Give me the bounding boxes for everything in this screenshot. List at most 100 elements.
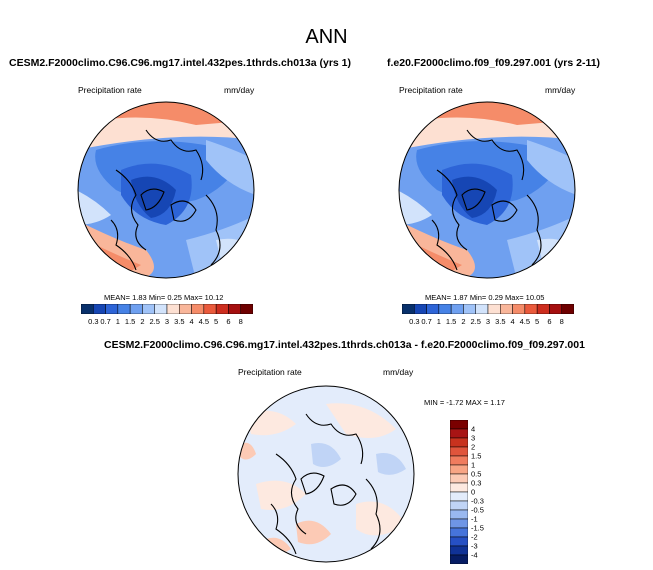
colorbar-tick-label: 1 xyxy=(436,317,441,326)
panel-2-polar-map xyxy=(398,101,576,279)
panel-1-colorbar xyxy=(81,304,253,314)
colorbar-swatch xyxy=(450,500,468,511)
colorbar-tick-label: 4.5 xyxy=(519,317,531,326)
colorbar-tick-label: 3 xyxy=(164,317,170,326)
colorbar-swatch xyxy=(179,304,192,314)
colorbar-swatch xyxy=(81,304,94,314)
colorbar-tick-label: 0.3 xyxy=(471,478,482,488)
panel-1-variable: Precipitation rate xyxy=(78,85,142,95)
colorbar-swatch xyxy=(117,304,131,314)
colorbar-swatch xyxy=(166,304,180,314)
colorbar-swatch xyxy=(450,482,468,493)
colorbar-swatch xyxy=(450,304,464,314)
colorbar-tick-label: -3 xyxy=(471,541,478,551)
colorbar-swatch xyxy=(240,304,253,314)
colorbar-tick-label: -2 xyxy=(471,532,478,542)
colorbar-swatch xyxy=(450,545,468,556)
colorbar-swatch xyxy=(450,491,468,502)
colorbar-swatch xyxy=(450,473,468,484)
colorbar-tick-label: 4.5 xyxy=(198,317,210,326)
colorbar-swatch xyxy=(561,304,574,314)
colorbar-swatch xyxy=(463,304,476,314)
panel-1-title: CESM2.F2000climo.C96.C96.mg17.intel.432p… xyxy=(9,57,351,69)
colorbar-tick-label: 2.5 xyxy=(149,317,160,326)
colorbar-swatch xyxy=(203,304,217,314)
colorbar-tick-label: 1.5 xyxy=(471,451,482,461)
colorbar-swatch xyxy=(154,304,168,314)
colorbar-swatch xyxy=(450,464,468,475)
colorbar-tick-label: -0.3 xyxy=(471,496,484,506)
colorbar-swatch xyxy=(426,304,440,314)
panel-2-colorbar-labels: 0.3 0.7 1 1.5 2 2.5 3 3.5 4 4.5 5 6 8 xyxy=(402,317,574,327)
colorbar-tick-label: -1 xyxy=(471,514,478,524)
colorbar-tick-label: 0.3 xyxy=(409,317,420,326)
colorbar-swatch xyxy=(215,304,229,314)
colorbar-tick-label: 0.3 xyxy=(88,317,99,326)
colorbar-swatch xyxy=(450,536,468,547)
colorbar-swatch xyxy=(536,304,550,314)
panel-1-polar-map xyxy=(77,101,255,279)
colorbar-swatch xyxy=(105,304,119,314)
colorbar-swatch xyxy=(228,304,241,314)
panel-3-colorbar-labels: 4 3 2 1.5 1 0.5 0.3 0 -0.3 -0.5 -1 -1.5 -2 -3 -4 xyxy=(471,420,501,564)
colorbar-swatch xyxy=(450,554,468,564)
colorbar-tick-label: 1.5 xyxy=(124,317,136,326)
colorbar-tick-label: 4 xyxy=(510,317,515,326)
panel-2-colorbar xyxy=(402,304,574,314)
colorbar-swatch xyxy=(450,509,468,520)
colorbar-tick-label: 2.5 xyxy=(470,317,481,326)
colorbar-tick-label: -4 xyxy=(471,550,478,560)
colorbar-swatch xyxy=(414,304,427,314)
colorbar-tick-label: 0.7 xyxy=(421,317,432,326)
colorbar-tick-label: 3 xyxy=(485,317,491,326)
colorbar-tick-label: 2 xyxy=(471,442,476,452)
panel-2-title: f.e20.F2000climo.f09_f09.297.001 (yrs 2-… xyxy=(387,57,601,69)
colorbar-tick-label: -1.5 xyxy=(471,523,484,533)
panel-3-title: CESM2.F2000climo.C96.C96.mg17.intel.432p… xyxy=(104,339,585,351)
colorbar-tick-label: 3 xyxy=(471,433,476,443)
panel-2-units: mm/day xyxy=(545,85,576,95)
colorbar-tick-label: 3.5 xyxy=(174,317,185,326)
colorbar-swatch xyxy=(402,304,415,314)
colorbar-tick-label: 2 xyxy=(140,317,145,326)
panel-2-variable: Precipitation rate xyxy=(399,85,463,95)
colorbar-tick-label: 4 xyxy=(189,317,194,326)
panel-3-polar-map xyxy=(237,385,415,563)
main-title: ANN xyxy=(305,26,348,48)
panel-3-variable: Precipitation rate xyxy=(238,367,302,377)
colorbar-swatch xyxy=(549,304,562,314)
colorbar-swatch xyxy=(487,304,501,314)
panel-3-colorbar xyxy=(450,420,468,564)
colorbar-tick-label: 8 xyxy=(238,317,243,326)
panel-2-stats: MEAN= 1.87 Min= 0.29 Max= 10.05 xyxy=(425,293,545,302)
colorbar-swatch xyxy=(142,304,155,314)
colorbar-swatch xyxy=(475,304,489,314)
colorbar-swatch xyxy=(450,446,468,457)
colorbar-swatch xyxy=(129,304,143,314)
panel-1-colorbar-labels: 0.3 0.7 1 1.5 2 2.5 3 3.5 4 4.5 5 6 8 xyxy=(81,317,253,327)
panel-1-units: mm/day xyxy=(224,85,255,95)
colorbar-swatch xyxy=(450,455,468,466)
colorbar-swatch xyxy=(512,304,526,314)
panel-3-units: mm/day xyxy=(383,367,414,377)
panel-3-stats: MIN = -1.72 MAX = 1.17 xyxy=(424,398,505,407)
colorbar-tick-label: 0.7 xyxy=(100,317,111,326)
colorbar-tick-label: 8 xyxy=(559,317,564,326)
colorbar-tick-label: 3.5 xyxy=(495,317,506,326)
colorbar-tick-label: 2 xyxy=(461,317,466,326)
colorbar-swatch xyxy=(450,527,468,538)
colorbar-tick-label: 4 xyxy=(471,424,476,434)
colorbar-tick-label: 1.5 xyxy=(445,317,457,326)
colorbar-tick-label: 6 xyxy=(226,317,231,326)
colorbar-tick-label: 1 xyxy=(471,460,476,470)
colorbar-tick-label: 6 xyxy=(547,317,552,326)
colorbar-tick-label: 5 xyxy=(535,317,540,326)
colorbar-tick-label: 5 xyxy=(214,317,219,326)
panel-1-stats: MEAN= 1.83 Min= 0.25 Max= 10.12 xyxy=(104,293,224,302)
colorbar-tick-label: 0 xyxy=(471,487,476,497)
colorbar-tick-label: 0.5 xyxy=(471,469,482,479)
colorbar-swatch xyxy=(500,304,513,314)
colorbar-tick-label: -0.5 xyxy=(471,505,484,515)
colorbar-swatch xyxy=(524,304,538,314)
colorbar-tick-label: 1 xyxy=(115,317,120,326)
